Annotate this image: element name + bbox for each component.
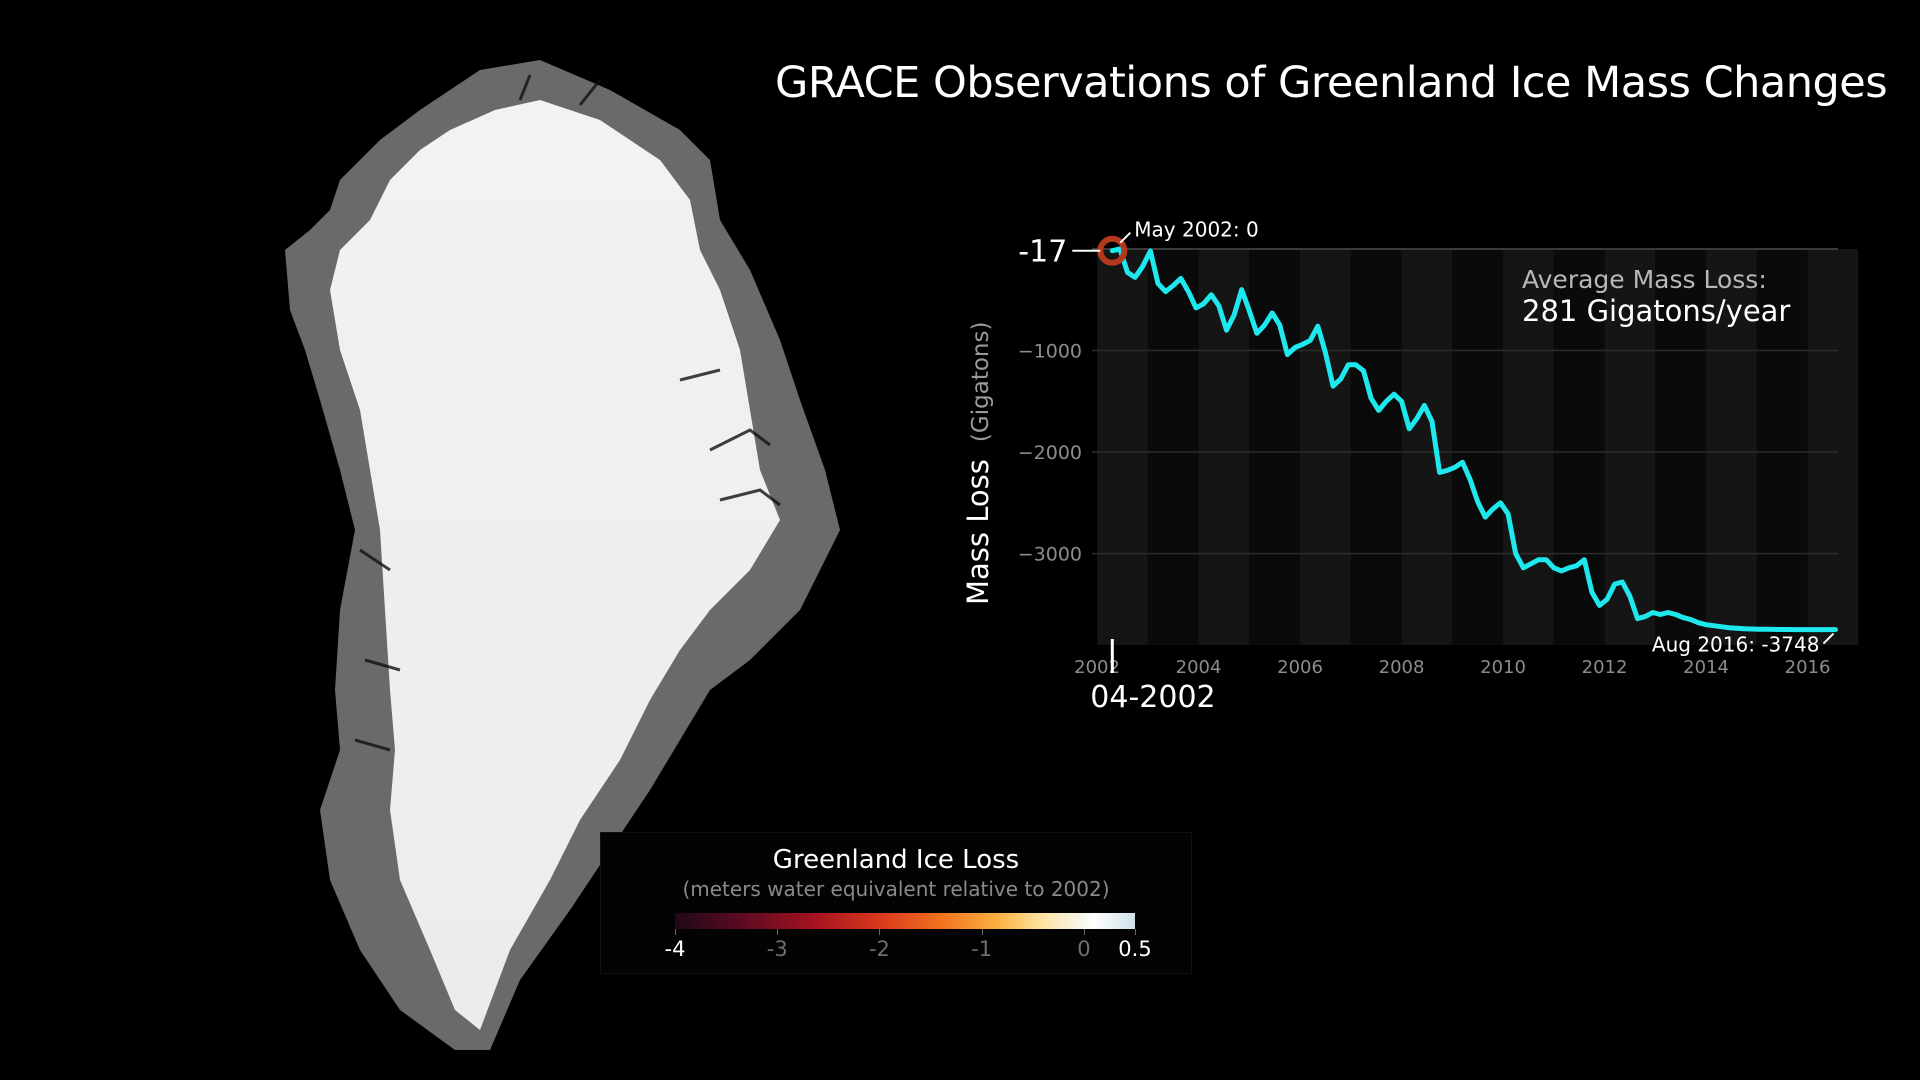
color-legend: Greenland Ice Loss (meters water equival… <box>600 832 1192 974</box>
summary-value: 281 Gigatons/year <box>1522 294 1790 328</box>
year-band <box>1503 249 1554 645</box>
x-tick-label: 2006 <box>1277 657 1323 678</box>
year-band <box>1198 249 1250 645</box>
legend-title: Greenland Ice Loss <box>772 845 1020 875</box>
start-annotation-leader <box>1119 232 1132 244</box>
year-band <box>1249 249 1301 645</box>
y-axis-unit: (Gigatons) <box>968 322 994 443</box>
year-band <box>1401 249 1453 645</box>
year-band <box>1655 249 1707 645</box>
legend-tick <box>1135 929 1136 935</box>
summary-label: Average Mass Loss: <box>1522 265 1767 294</box>
legend-tick <box>675 929 676 935</box>
year-band <box>1807 249 1859 645</box>
year-band <box>1756 249 1808 645</box>
end-annotation: Aug 2016: -3748 <box>1652 633 1820 657</box>
legend-tick-label: 0 <box>1077 937 1091 961</box>
x-tick-label: 2014 <box>1683 657 1729 678</box>
ice-sheet <box>330 100 780 1030</box>
year-band <box>1147 249 1199 645</box>
legend-tick-label: -1 <box>971 937 993 961</box>
x-tick-label: 2012 <box>1582 657 1628 678</box>
page-title: GRACE Observations of Greenland Ice Mass… <box>775 58 1888 108</box>
year-band <box>1706 249 1757 645</box>
legend-tick <box>777 929 779 935</box>
legend-tick-label: -4 <box>664 937 686 961</box>
legend-tick <box>981 929 983 935</box>
x-tick-label: 2004 <box>1176 657 1222 678</box>
legend-tick <box>1083 929 1085 935</box>
y-tick-label: −1000 <box>1018 341 1082 363</box>
x-tick-label: 2008 <box>1379 657 1425 678</box>
current-date-label: 04-2002 <box>1090 680 1215 715</box>
legend-subtitle: (meters water equivalent relative to 200… <box>682 877 1110 901</box>
y-axis-label: Mass Loss (Gigatons) <box>961 322 995 605</box>
year-band <box>1097 249 1148 645</box>
end-annotation-leader <box>1822 632 1835 645</box>
current-value-label: -17 <box>1018 235 1067 270</box>
greenland-map <box>285 60 840 1050</box>
x-tick-label: 2002 <box>1074 657 1120 678</box>
year-band <box>1452 249 1504 645</box>
year-band <box>1553 249 1605 645</box>
year-band <box>1604 249 1656 645</box>
mass-loss-line <box>1109 246 1838 633</box>
start-annotation: May 2002: 0 <box>1134 218 1258 242</box>
year-bands <box>1097 249 1859 645</box>
gridlines <box>1092 349 1838 555</box>
y-axis-title: Mass Loss <box>961 459 995 605</box>
legend-tick-label: -2 <box>868 937 890 961</box>
legend-tick <box>879 929 881 935</box>
year-band <box>1350 249 1402 645</box>
y-tick-label: −2000 <box>1018 442 1082 464</box>
x-tick-label: 2010 <box>1480 657 1526 678</box>
legend-colorbar <box>675 913 1135 929</box>
y-ticks: −1000 −2000 −3000 <box>1018 341 1082 566</box>
x-tick-label: 2016 <box>1785 657 1831 678</box>
legend-tick-label: -3 <box>766 937 788 961</box>
legend-tick-label: 0.5 <box>1118 937 1152 961</box>
x-ticks: 2002 2004 2006 2008 2010 2012 2014 2016 <box>1074 657 1830 678</box>
year-band <box>1300 249 1351 645</box>
y-tick-label: −3000 <box>1018 544 1082 566</box>
